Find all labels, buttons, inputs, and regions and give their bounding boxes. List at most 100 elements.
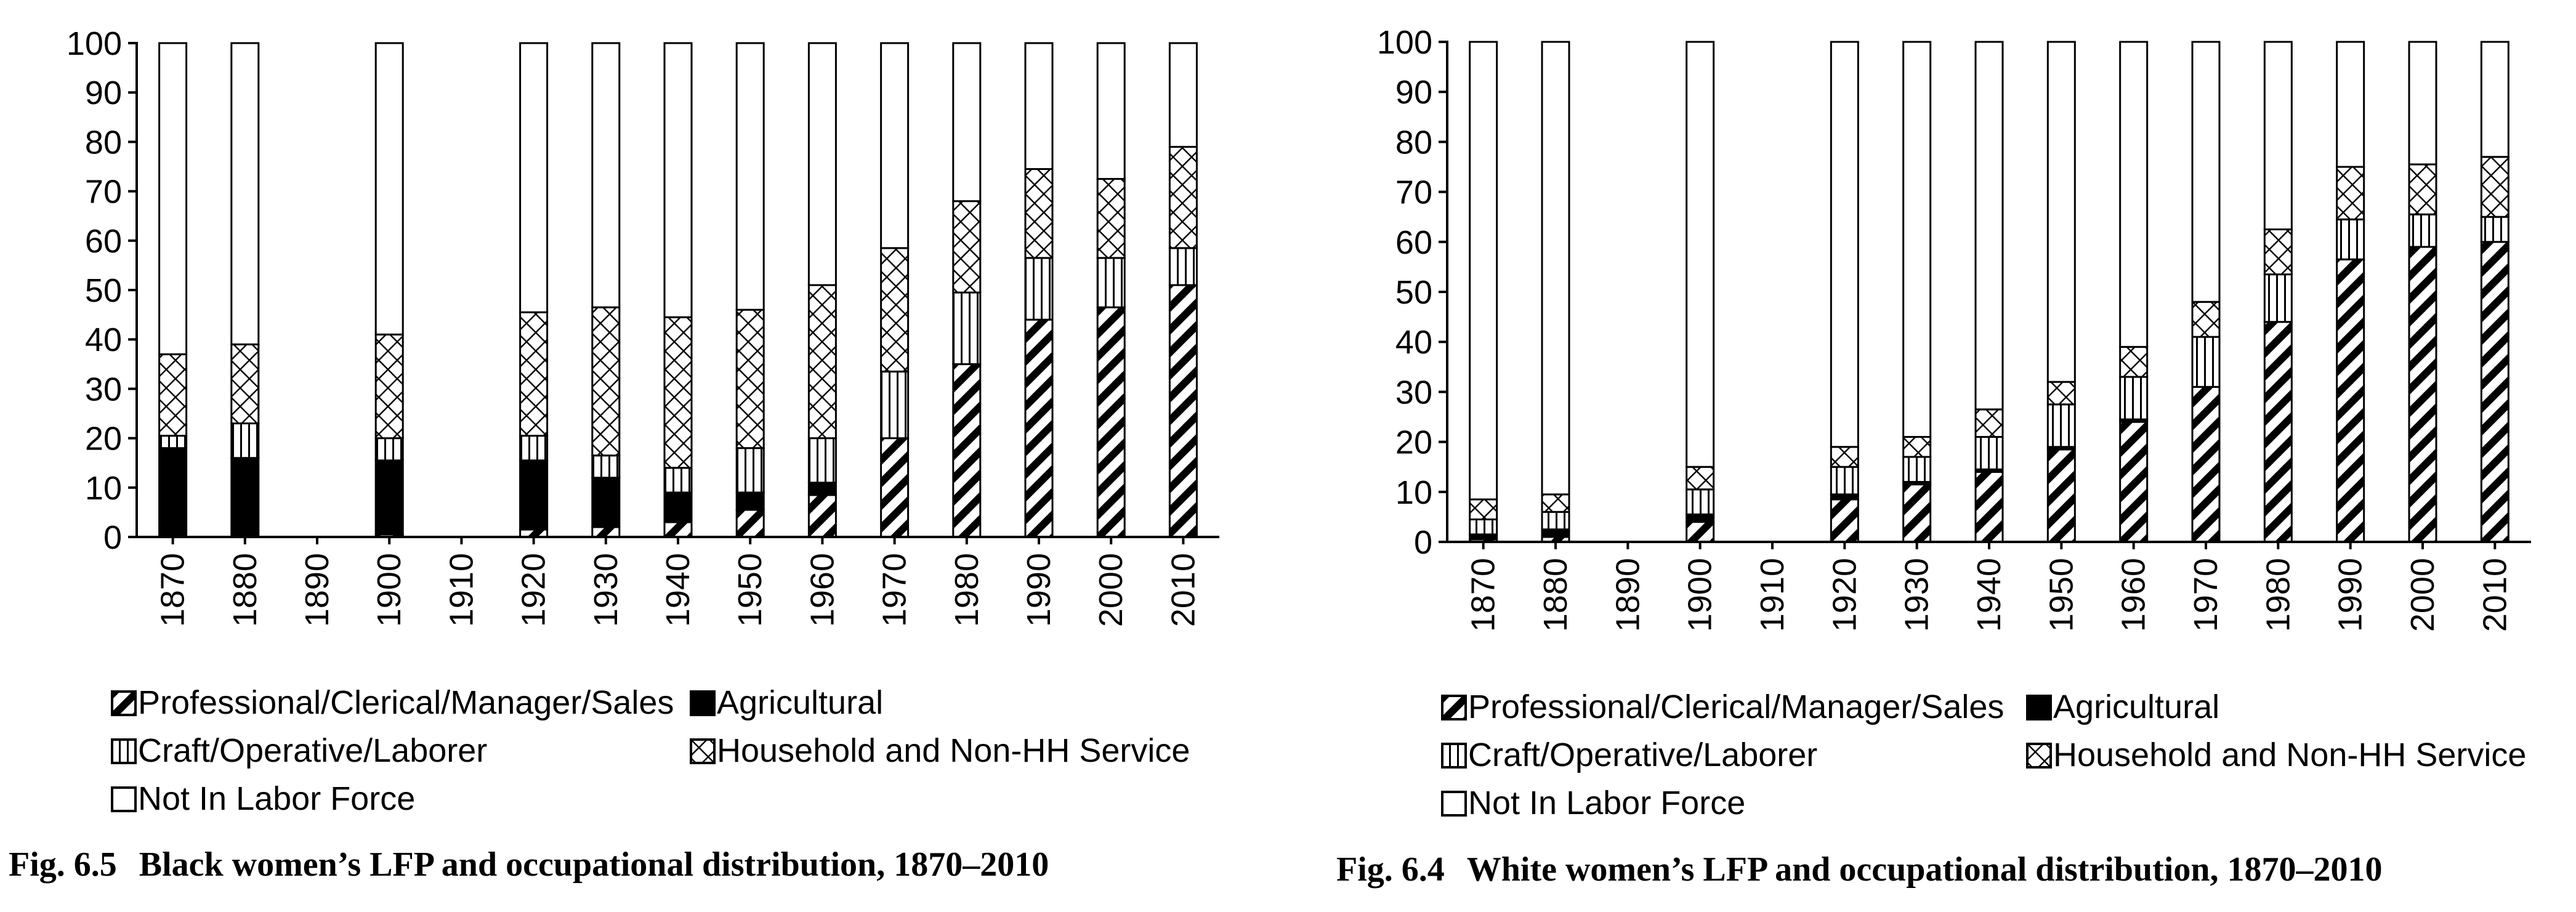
- y-tick-label-100: 100: [67, 25, 122, 62]
- bar-segment-1900-agricultural: [374, 459, 404, 536]
- bar-1870: [158, 42, 188, 538]
- bar-segment-1940-not-in-labor-force: [663, 42, 693, 318]
- bar-segment-1870-agricultural: [158, 447, 188, 538]
- y-tick-label-20: 20: [85, 421, 122, 458]
- y-tick-label-70: 70: [1395, 174, 1432, 211]
- bar-segment-1930-craft-operative-laborer: [1902, 456, 1932, 483]
- bar-segment-1940-craft-operative-laborer: [663, 467, 693, 494]
- bar-2000: [2408, 41, 2437, 543]
- x-tick-label-1880: 1880: [227, 553, 264, 627]
- chart-white-women: 0 10 20 30 40 50 60 70 80 90 100 1870 1880 1890 1900 19…: [1377, 24, 2531, 632]
- bar-segment-1940-household-and-non-hh-service: [663, 316, 693, 469]
- bar-segment-1880-not-in-labor-force: [1541, 41, 1570, 496]
- legend-swatch-professional: [111, 690, 137, 716]
- bar-1960: [2119, 41, 2149, 543]
- bar-segment-1970-not-in-labor-force: [2191, 41, 2221, 303]
- bar-segment-1980-not-in-labor-force: [952, 42, 982, 203]
- bar-1950: [2046, 41, 2076, 543]
- bar-segment-1950-not-in-labor-force: [2046, 41, 2076, 383]
- bar-segment-1920-professional-clerical-manager-sales: [1830, 498, 1859, 543]
- x-tick-label-1920: 1920: [515, 553, 552, 627]
- bar-segment-1900-professional-clerical-manager-sales: [1686, 521, 1715, 543]
- y-tick-label-60: 60: [85, 223, 122, 260]
- bar-segment-2010-professional-clerical-manager-sales: [2480, 241, 2509, 543]
- bar-segment-1960-craft-operative-laborer: [2119, 376, 2149, 421]
- x-tick-label-2000: 2000: [1092, 553, 1129, 627]
- bar-1920: [1830, 41, 1859, 543]
- legend-household: Household and Non-HH Service: [2026, 736, 2526, 774]
- bar-segment-2010-not-in-labor-force: [2480, 41, 2509, 158]
- bar-segment-2010-not-in-labor-force: [1168, 42, 1198, 148]
- legend-swatch-nilf: [1441, 791, 1467, 817]
- x-tick-label-1990: 1990: [1020, 553, 1057, 627]
- bar-1960: [807, 42, 837, 538]
- y-tick-label-90: 90: [1395, 74, 1432, 111]
- bar-segment-1880-household-and-non-hh-service: [230, 343, 260, 425]
- legend-craft-label: Craft/Operative/Laborer: [138, 732, 488, 769]
- bar-segment-1980-craft-operative-laborer: [2263, 273, 2293, 323]
- legend-swatch-agricultural: [690, 690, 716, 716]
- bar-segment-1960-not-in-labor-force: [807, 42, 837, 286]
- bar-segment-1870-craft-operative-laborer: [1469, 518, 1498, 536]
- bar-segment-1930-craft-operative-laborer: [591, 454, 621, 479]
- bar-segment-1980-household-and-non-hh-service: [2263, 228, 2293, 276]
- y-tick-label-90: 90: [85, 75, 122, 111]
- bar-segment-1960-agricultural: [807, 482, 837, 496]
- bar-segment-1950-professional-clerical-manager-sales: [2046, 448, 2076, 543]
- x-tick-label-1980: 1980: [948, 553, 985, 627]
- bar-segment-1990-not-in-labor-force: [2336, 41, 2365, 168]
- x-tick-label-1960: 1960: [2115, 558, 2152, 632]
- x-tick-label-1940: 1940: [1971, 558, 2008, 632]
- bar-1900: [374, 42, 404, 538]
- bar-2010: [1168, 42, 1198, 538]
- y-tick-label-50: 50: [1395, 274, 1432, 311]
- bar-segment-2010-household-and-non-hh-service: [2480, 156, 2509, 218]
- bar-segment-1880-agricultural: [1541, 528, 1570, 538]
- bar-segment-1920-not-in-labor-force: [519, 42, 549, 313]
- bar-segment-1870-not-in-labor-force: [158, 42, 188, 355]
- bar-segment-1990-household-and-non-hh-service: [2336, 166, 2365, 220]
- bar-segment-1980-professional-clerical-manager-sales: [952, 363, 982, 538]
- x-tick-label-1950: 1950: [2043, 558, 2080, 632]
- bar-1930: [591, 42, 621, 538]
- y-tick-label-70: 70: [85, 174, 122, 211]
- bar-1900: [1686, 41, 1715, 543]
- y-tick-label-0: 0: [1414, 524, 1432, 561]
- y-tick-label-30: 30: [1395, 374, 1432, 411]
- legend-swatch-nilf: [111, 786, 137, 812]
- legend-craft-label: Craft/Operative/Laborer: [1468, 736, 1818, 773]
- x-tick-label-1950: 1950: [732, 553, 769, 627]
- bar-segment-1970-not-in-labor-force: [880, 42, 910, 249]
- bar-1980: [952, 42, 982, 538]
- bar-segment-1940-professional-clerical-manager-sales: [1974, 470, 2004, 543]
- bar-segment-1900-household-and-non-hh-service: [374, 333, 404, 440]
- x-tick-label-1930: 1930: [587, 553, 624, 627]
- bar-segment-1900-not-in-labor-force: [374, 42, 404, 336]
- bar-segment-1950-craft-operative-laborer: [2046, 403, 2076, 448]
- bar-segment-1990-craft-operative-laborer: [2336, 218, 2365, 260]
- caption-text: White women’s LFP and occupational distr…: [1466, 850, 2383, 889]
- bar-1870: [1469, 41, 1498, 543]
- bar-segment-1920-household-and-non-hh-service: [519, 311, 549, 437]
- bar-segment-1900-household-and-non-hh-service: [1686, 466, 1715, 491]
- x-tick-label-1900: 1900: [1682, 558, 1719, 632]
- legend-household-label: Household and Non-HH Service: [2053, 736, 2527, 773]
- x-tick-label-1870: 1870: [155, 553, 192, 627]
- x-tick-label-1940: 1940: [660, 553, 696, 627]
- bar-2010: [2480, 41, 2509, 543]
- x-tick-label-1910: 1910: [1754, 558, 1791, 632]
- caption-text: Black women’s LFP and occupational distr…: [139, 845, 1049, 884]
- bar-segment-2010-craft-operative-laborer: [1168, 247, 1198, 286]
- legend-swatch-household: [2026, 743, 2052, 769]
- bar-1940: [663, 42, 693, 538]
- bar-segment-1870-craft-operative-laborer: [158, 435, 188, 450]
- bar-segment-1960-not-in-labor-force: [2119, 41, 2149, 348]
- bar-segment-1880-craft-operative-laborer: [230, 422, 260, 459]
- bar-segment-1930-professional-clerical-manager-sales: [1902, 483, 1932, 543]
- x-tick-label-1930: 1930: [1899, 558, 1936, 632]
- bar-1970: [2191, 41, 2221, 543]
- y-tick-label-0: 0: [103, 519, 122, 556]
- bar-segment-1960-household-and-non-hh-service: [2119, 345, 2149, 378]
- y-tick-label-10: 10: [85, 470, 122, 507]
- legend-professional-label: Professional/Clerical/Manager/Sales: [1468, 688, 2005, 725]
